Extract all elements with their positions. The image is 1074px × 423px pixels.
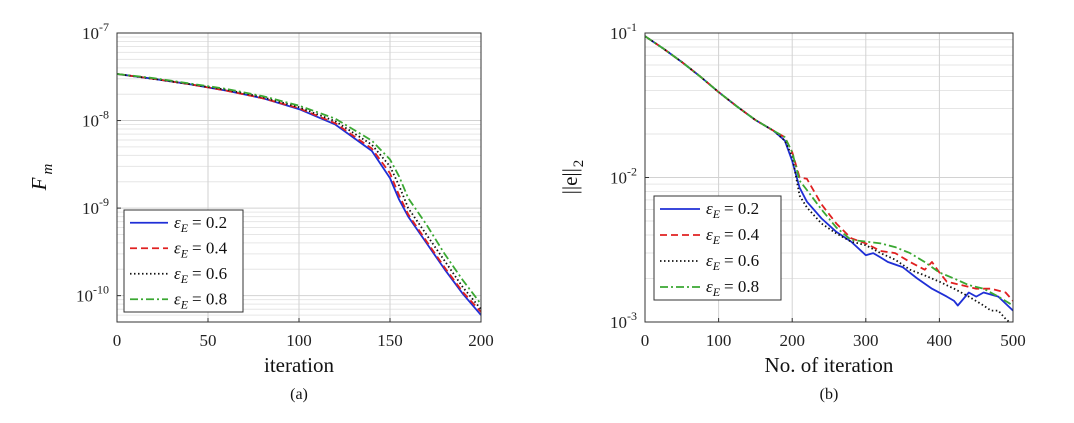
y-axis-label: ||e||2	[558, 160, 587, 195]
y-tick-exponent: -7	[99, 20, 109, 34]
panel-label: (b)	[820, 386, 839, 403]
y-axis-label: Fm	[27, 164, 56, 192]
series-line-0	[117, 73, 481, 316]
x-tick-label: 200	[468, 331, 494, 350]
x-tick-label: 500	[1000, 331, 1026, 350]
y-tick-exponent: -1	[627, 20, 637, 34]
y-tick-exponent: -3	[627, 309, 637, 323]
x-tick-label: 300	[853, 331, 879, 350]
series-group	[645, 35, 1013, 322]
y-tick-label: 10-7	[82, 20, 109, 43]
x-tick-label: 0	[113, 331, 122, 350]
legend-label-3: εE = 0.8	[706, 277, 759, 299]
y-tick-base: 10	[82, 24, 99, 43]
x-tick-label: 0	[641, 331, 650, 350]
x-tick-label: 100	[706, 331, 732, 350]
legend-label-0: εE = 0.2	[174, 213, 227, 235]
y-tick-label: 10-1	[610, 20, 637, 43]
y-tick-base: 10	[76, 287, 93, 306]
y-tick-exponent: -8	[99, 108, 109, 122]
y-axis-label-sub: m	[40, 164, 56, 175]
legend-label-1: εE = 0.4	[174, 238, 228, 260]
series-line-3	[645, 35, 1013, 307]
legend-label-2: εE = 0.6	[174, 264, 227, 286]
y-tick-exponent: -10	[93, 283, 109, 297]
y-tick-label: 10-8	[82, 108, 109, 131]
legend: εE = 0.2 εE = 0.4 εE = 0.6 εE = 0.8	[123, 209, 244, 313]
y-axis-label-main: F	[27, 177, 51, 191]
legend-label-0: εE = 0.2	[706, 199, 759, 221]
x-tick-label: 400	[927, 331, 953, 350]
chart-a: 0 50 100 150 20010-1010-910-810-7iterationFm…	[27, 20, 494, 403]
legend-label-1: εE = 0.4	[706, 225, 760, 247]
legend-box	[653, 195, 782, 301]
y-tick-exponent: -2	[627, 165, 637, 179]
series-line-3	[117, 73, 481, 305]
series-group	[117, 73, 481, 316]
series-line-1	[117, 73, 481, 313]
panel-label: (a)	[290, 386, 308, 403]
y-tick-label: 10-9	[82, 195, 109, 218]
y-tick-base: 10	[610, 24, 627, 43]
x-tick-label: 100	[286, 331, 312, 350]
x-tick-label: 200	[779, 331, 805, 350]
y-tick-label: 10-3	[610, 309, 637, 332]
x-axis-label: iteration	[264, 353, 334, 377]
x-tick-label: 50	[200, 331, 217, 350]
legend-box	[123, 209, 244, 313]
legend-label-2: εE = 0.6	[706, 251, 759, 273]
series-line-2	[645, 35, 1011, 322]
y-tick-label: 10-2	[610, 165, 637, 188]
y-tick-label: 10-10	[76, 283, 109, 306]
y-tick-base: 10	[610, 313, 627, 332]
x-axis-label: No. of iteration	[765, 353, 894, 377]
y-axis-label-main: ||e||	[558, 168, 582, 194]
y-tick-base: 10	[82, 112, 99, 131]
x-tick-label: 150	[377, 331, 403, 350]
y-tick-base: 10	[610, 169, 627, 188]
y-axis-label-sub: 2	[571, 160, 587, 168]
y-tick-base: 10	[82, 199, 99, 218]
legend-label-3: εE = 0.8	[174, 289, 227, 311]
y-tick-exponent: -9	[99, 195, 109, 209]
legend: εE = 0.2 εE = 0.4 εE = 0.6 εE = 0.8	[653, 195, 782, 301]
